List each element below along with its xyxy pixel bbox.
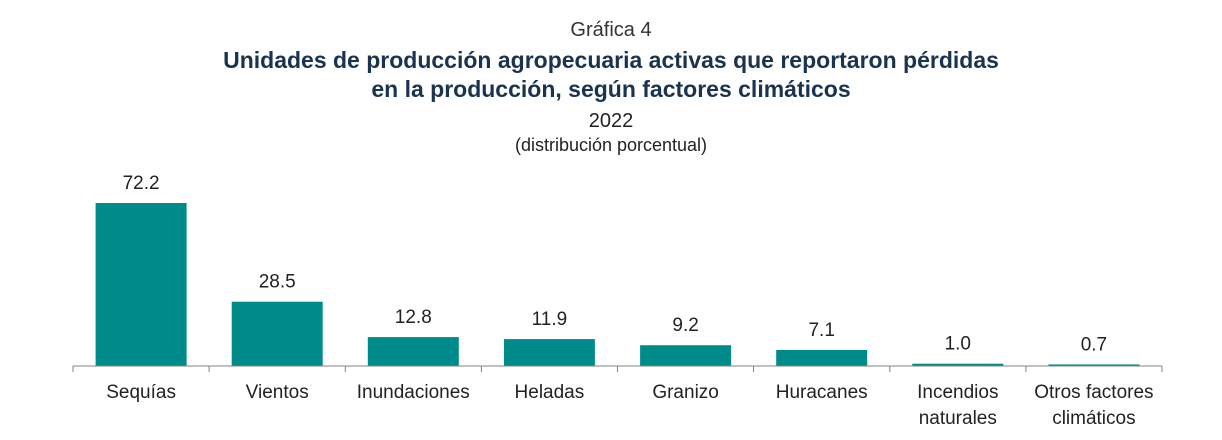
bar-value-label-7: 1.0 [945,334,971,355]
bar-value-label-5: 9.2 [672,315,698,336]
category-label-3: Inundaciones [357,382,470,403]
chart-title-line-2: en la producción, según factores climáti… [371,76,851,102]
graph-label: Gráfica 4 [570,19,652,41]
bar-7 [912,363,1004,366]
bar-value-label-4: 11.9 [532,309,568,330]
bar-3 [367,337,459,366]
category-label-8: Otros factores climáticos [1034,382,1153,429]
bar-1 [95,203,187,366]
bar-value-label-8: 0.7 [1081,334,1107,355]
bar-4 [503,339,595,366]
bar-5 [640,345,732,366]
category-label-5: Granizo [652,382,719,403]
category-label-1: Sequías [106,382,176,403]
category-label-4: Heladas [515,382,585,403]
chart-subtitle: (distribución porcentual) [514,135,708,155]
chart-title: Unidades de producción agropecuaria acti… [0,46,1222,104]
chart-title-line-1: Unidades de producción agropecuaria acti… [223,47,999,73]
category-label-7: Incendios naturales [917,382,998,429]
chart-year: 2022 [588,110,634,132]
category-label-6: Huracanes [776,382,868,403]
bar-value-label-3: 12.8 [395,307,432,328]
bar-6 [776,350,868,366]
bar-value-label-2: 28.5 [259,272,296,293]
category-label-2: Vientos [246,382,309,403]
bar-value-label-1: 72.2 [123,173,160,194]
bar-value-label-6: 7.1 [808,320,834,341]
bar-8 [1048,364,1140,366]
bar-2 [231,301,323,366]
